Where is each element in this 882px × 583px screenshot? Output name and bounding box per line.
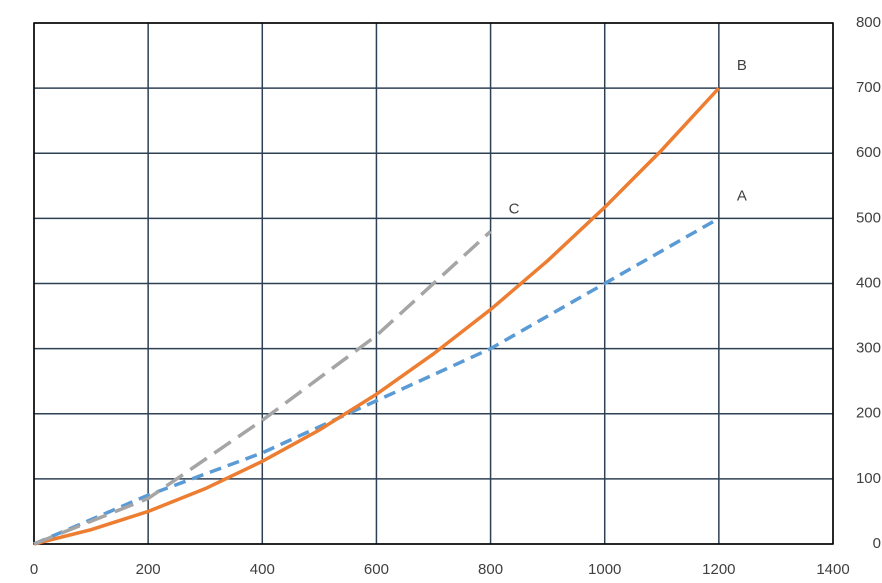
x-tick-label: 1400: [816, 561, 849, 578]
x-tick-label: 1200: [702, 561, 735, 578]
y-tick-label: 500: [856, 209, 881, 226]
series-label: B: [737, 57, 747, 74]
plot-frame: [33, 22, 834, 545]
y-tick-label: 800: [856, 14, 881, 31]
y-tick-label: 600: [856, 144, 881, 161]
y-tick-label: 400: [856, 274, 881, 291]
x-tick-label: 200: [136, 561, 161, 578]
y-tick-label: 100: [856, 470, 881, 487]
y-tick-label: 0: [873, 535, 881, 552]
x-tick-label: 1000: [588, 561, 621, 578]
series-line: [33, 216, 720, 546]
series-label: A: [737, 187, 747, 204]
x-tick-label: 400: [250, 561, 275, 578]
x-tick-label: 0: [30, 561, 38, 578]
y-tick-label: 200: [856, 405, 881, 422]
x-tick-label: 800: [478, 561, 503, 578]
y-tick-label: 700: [856, 79, 881, 96]
y-tick-label: 300: [856, 340, 881, 357]
series-line: [33, 230, 492, 546]
x-tick-label: 600: [364, 561, 389, 578]
series-line: [33, 86, 721, 546]
series-label: C: [509, 200, 520, 217]
